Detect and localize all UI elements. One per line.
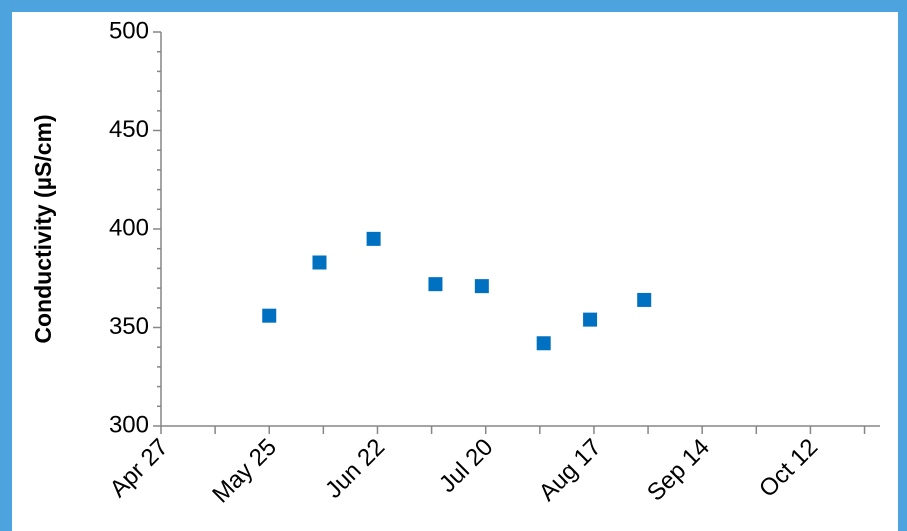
marker	[366, 231, 381, 246]
y-tick-label: 450	[109, 116, 149, 143]
marker	[637, 292, 652, 307]
y-axis-label: Conductivity (µS/cm)	[30, 114, 56, 343]
marker	[474, 279, 489, 294]
y-tick-label: 500	[109, 17, 149, 44]
y-tick-label: 400	[109, 214, 149, 241]
marker	[428, 277, 443, 292]
plot-background	[12, 12, 898, 531]
marker	[312, 255, 327, 270]
marker	[262, 308, 277, 323]
y-tick-label: 300	[109, 411, 149, 438]
marker	[583, 312, 598, 327]
marker	[536, 336, 551, 351]
y-tick-label: 350	[109, 313, 149, 340]
